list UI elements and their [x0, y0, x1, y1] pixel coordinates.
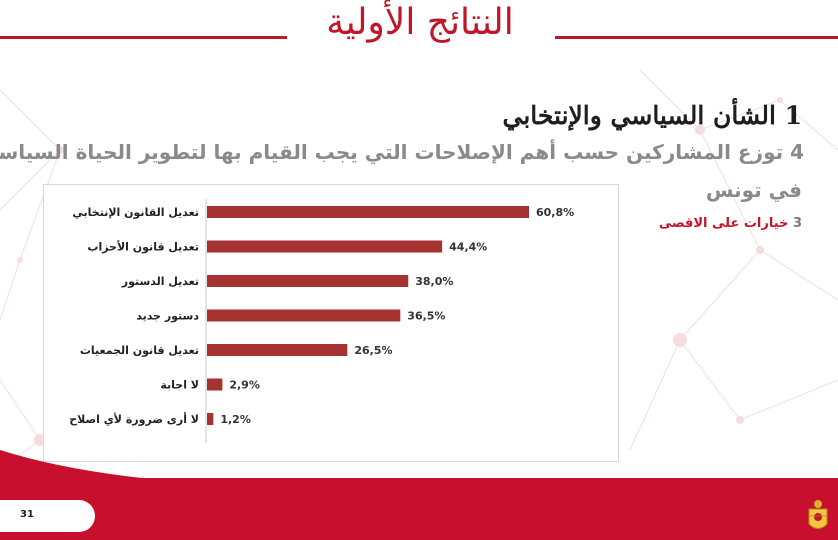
header-rule-right — [555, 36, 838, 39]
choice-note: 3 خيارات على الاقصى — [659, 216, 802, 231]
bar-3 — [207, 309, 401, 322]
category-label-1: تعديل قانون الأحزاب — [87, 240, 199, 254]
category-label-3: دستور جديد — [136, 310, 199, 323]
bar-4 — [207, 344, 348, 356]
category-label-0: تعديل القانون الإنتخابي — [72, 206, 199, 219]
page-title: النتائج الأولية — [326, 2, 514, 43]
category-label-6: لا أرى ضرورة لأي اصلاح — [69, 412, 199, 426]
bar-5 — [207, 378, 223, 391]
chart-subtitle-line1: 4 توزع المشاركين حسب أهم الإصلاحات التي … — [0, 140, 804, 164]
page-number: 31 — [20, 509, 34, 520]
bar-6 — [207, 413, 214, 425]
tunisia-emblem-icon — [808, 500, 828, 529]
choice-note-number: 3 — [792, 216, 802, 231]
bar-2 — [207, 275, 409, 287]
value-label-1: 44,4% — [449, 241, 487, 254]
value-label-3: 36,5% — [407, 310, 445, 323]
value-label-6: 1,2% — [220, 413, 251, 426]
page-number-pill: 31 — [0, 500, 95, 532]
choice-note-text: خيارات على الاقصى — [658, 216, 789, 231]
bar-1 — [207, 240, 443, 253]
value-label-2: 38,0% — [415, 275, 453, 288]
chart-subtitle-line2: في تونس — [705, 178, 802, 202]
value-label-5: 2,9% — [229, 379, 260, 392]
category-label-5: لا اجابة — [160, 379, 199, 392]
footer-band — [0, 478, 838, 540]
bar-chart-svg: تعديل القانون الإنتخابي 60,8% تعديل قانون … — [69, 199, 574, 443]
category-label-2: تعديل الدستور — [121, 275, 199, 288]
value-label-0: 60,8% — [536, 206, 574, 219]
bar-chart: تعديل القانون الإنتخابي 60,8% تعديل قانون … — [43, 184, 619, 462]
section-title: 1 الشأن السياسي والإنتخابي — [502, 101, 803, 130]
category-label-4: تعديل قانون الجمعيات — [80, 344, 199, 357]
bar-0 — [207, 206, 529, 218]
header-rule-left — [0, 36, 287, 39]
value-label-4: 26,5% — [354, 344, 392, 357]
